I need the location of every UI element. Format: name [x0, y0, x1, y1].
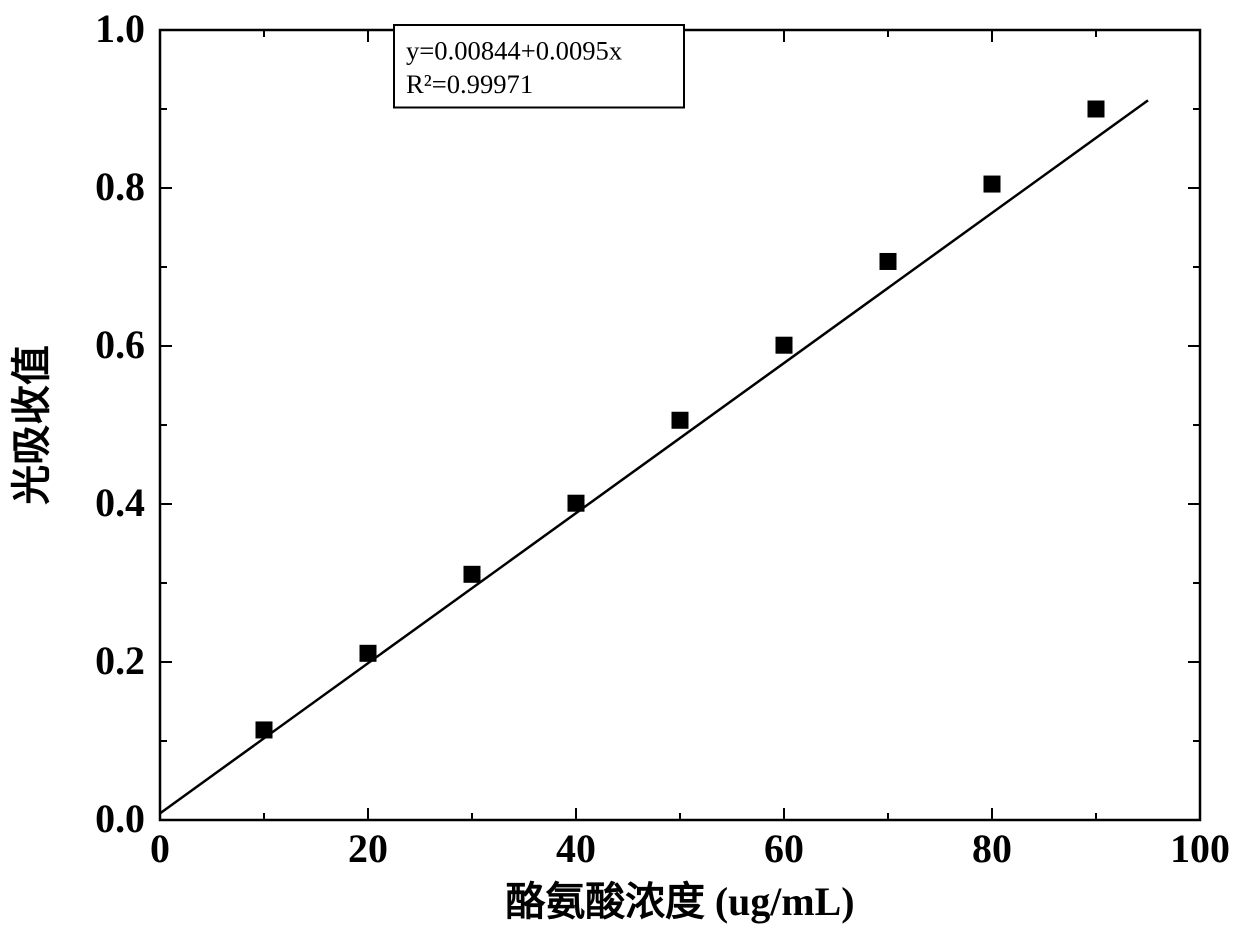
data-marker	[1088, 101, 1104, 117]
x-axis-label: 酪氨酸浓度 (ug/mL)	[505, 879, 854, 924]
x-tick-label: 20	[348, 826, 388, 871]
y-tick-label: 0.2	[95, 638, 145, 683]
data-marker	[984, 176, 1000, 192]
y-tick-label: 0.8	[95, 164, 145, 209]
annotation-text: R²=0.99971	[406, 69, 533, 99]
y-tick-label: 0.4	[95, 480, 145, 525]
data-marker	[776, 337, 792, 353]
chart-background	[0, 0, 1239, 940]
x-tick-label: 0	[150, 826, 170, 871]
y-tick-label: 0.6	[95, 322, 145, 367]
y-axis-label: 光吸收值	[9, 345, 54, 505]
data-marker	[256, 722, 272, 738]
data-marker	[672, 412, 688, 428]
x-tick-label: 40	[556, 826, 596, 871]
annotation-text: y=0.00844+0.0095x	[406, 36, 622, 66]
x-tick-label: 100	[1170, 826, 1230, 871]
x-tick-label: 60	[764, 826, 804, 871]
calibration-chart: 0 20 40 60 80 100 酪氨酸浓度 (ug/mL) 0.0 0.2 0.4 0.6 0.8…	[0, 0, 1239, 940]
y-tick-label: 0.0	[95, 796, 145, 841]
data-marker	[360, 645, 376, 661]
y-tick-label: 1.0	[95, 6, 145, 51]
data-marker	[568, 495, 584, 511]
chart-container: 0 20 40 60 80 100 酪氨酸浓度 (ug/mL) 0.0 0.2 0.4 0.6 0.8…	[0, 0, 1239, 940]
data-marker	[464, 566, 480, 582]
x-tick-label: 80	[972, 826, 1012, 871]
data-marker	[880, 253, 896, 269]
